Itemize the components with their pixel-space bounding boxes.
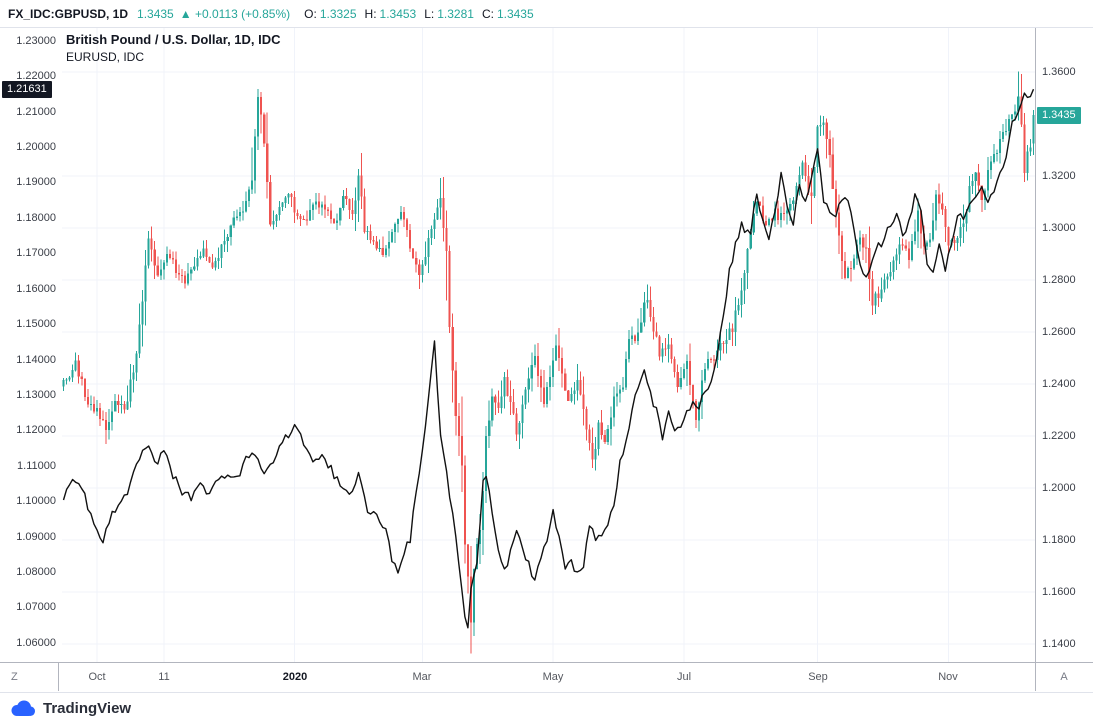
time-axis-label: Oct [88, 671, 106, 683]
low-value: 1.3281 [437, 6, 474, 21]
chart-legend: British Pound / U.S. Dollar, 1D, IDC EUR… [66, 32, 281, 65]
high-label: H: [364, 6, 377, 21]
gbpusd-last-price-tag: 1.3435 [1037, 107, 1081, 124]
price-change: ▲ +0.0113 (+0.85%) [180, 7, 290, 21]
high-value: 1.3453 [379, 6, 417, 21]
symbol-name[interactable]: FX_IDC:GBPUSD, 1D [8, 6, 129, 21]
plot-canvas[interactable] [0, 28, 1093, 662]
open-label: O: [304, 6, 317, 21]
main-series-legend[interactable]: British Pound / U.S. Dollar, 1D, IDC [66, 32, 281, 47]
time-axis[interactable]: Z A Oct 11 2020 Mar May Jul Sep Nov [0, 662, 1093, 691]
tradingview-cloud-logo-icon[interactable] [10, 699, 36, 717]
timezone-button[interactable]: Z [11, 671, 18, 683]
change-text: +0.0113 (+0.85%) [194, 6, 291, 21]
right-axis-separator [1035, 28, 1036, 662]
footer-bar: TradingView [0, 692, 1093, 723]
open-value: 1.3325 [319, 6, 357, 21]
low-label: L: [424, 6, 435, 21]
time-axis-label: 2020 [282, 671, 308, 683]
left-axis-corner-divider [58, 663, 59, 691]
open-pair: O: 1.3325 [296, 7, 356, 21]
time-axis-label: Mar [412, 671, 432, 683]
high-pair: H: 1.3453 [357, 7, 417, 21]
close-value: 1.3435 [496, 6, 534, 21]
eurusd-line [62, 88, 1035, 629]
close-label: C: [481, 6, 494, 21]
close-pair: C: 1.3435 [474, 7, 534, 21]
symbol-info-bar: FX_IDC:GBPUSD, 1D 1.3435 ▲ +0.0113 (+0.8… [0, 0, 1093, 28]
grid-lines [62, 28, 1035, 662]
overlay-series-legend[interactable]: EURUSD, IDC [66, 50, 145, 64]
time-axis-label: Sep [808, 671, 828, 683]
right-axis-corner-divider [1035, 663, 1036, 691]
tradingview-brand-text[interactable]: TradingView [43, 699, 132, 717]
low-pair: L: 1.3281 [416, 7, 474, 21]
time-axis-label: 11 [158, 671, 170, 683]
gbpusd-candles [62, 71, 1035, 654]
price-chart-pane[interactable]: British Pound / U.S. Dollar, 1D, IDC EUR… [0, 28, 1093, 662]
time-axis-label: Jul [676, 671, 692, 683]
eurusd-last-price-tag: 1.21631 [2, 81, 52, 98]
up-arrow-icon: ▲ [179, 6, 192, 21]
time-axis-label: May [542, 671, 564, 683]
last-price: 1.3435 [137, 6, 174, 21]
autoscale-button[interactable]: A [1060, 671, 1068, 683]
time-axis-label: Nov [938, 671, 958, 683]
